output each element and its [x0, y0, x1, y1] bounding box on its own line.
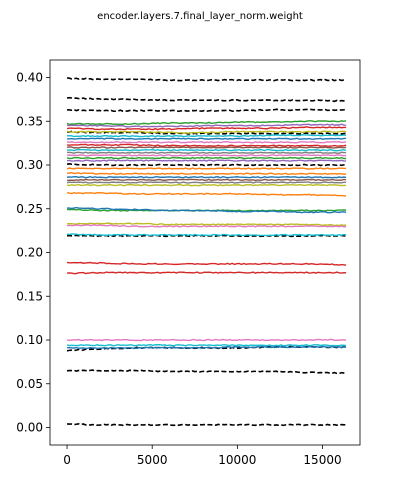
- x-tick-label: 0: [63, 453, 71, 467]
- y-tick-label: 0.25: [16, 202, 43, 216]
- series-line-param-3: [66, 126, 347, 131]
- series-line-param-27: [66, 261, 347, 266]
- series-line-param-29: [66, 338, 347, 342]
- series-line-param-10: [66, 148, 347, 152]
- series-line-param-20: [66, 183, 347, 187]
- y-tick-label: 0.20: [16, 246, 43, 260]
- series-line-envelope-8: [66, 369, 347, 375]
- series-line-param-17: [66, 175, 347, 179]
- y-tick-label: 0.35: [16, 114, 43, 128]
- y-tick-label: 0.00: [16, 421, 43, 435]
- series-line-envelope-9: [67, 422, 347, 427]
- series-line-param-15: [66, 167, 347, 170]
- series-line-param-11: [66, 151, 347, 154]
- series-line-envelope-2: [66, 96, 347, 103]
- chart-title: encoder.layers.7.final_layer_norm.weight: [97, 11, 303, 22]
- series-line-param-1: [66, 120, 347, 126]
- y-tick-label: 0.10: [16, 333, 43, 347]
- series-line-param-16: [66, 171, 347, 175]
- y-axis: 0.00 0.05 0.10 0.15 0.20 0.25 0.30 0.35 0.40: [16, 71, 50, 435]
- series-line-param-8: [66, 143, 347, 147]
- plot-frame: [49, 59, 361, 446]
- series-line-param-25: [66, 224, 347, 228]
- series-line-param-14: [66, 159, 347, 162]
- series-line-param-28: [66, 271, 347, 275]
- series-line-param-5: [67, 134, 347, 138]
- series-line-param-26: [66, 233, 347, 237]
- series-line-param-13: [66, 156, 347, 160]
- series-line-param-24: [67, 222, 347, 227]
- x-tick-label: 15000: [303, 453, 341, 467]
- x-tick-label: 10000: [218, 453, 256, 467]
- series-line-param-12: [66, 154, 347, 157]
- y-tick-label: 0.30: [16, 158, 43, 172]
- x-axis: 0 5000 10000 15000: [63, 445, 342, 467]
- x-tick-label: 5000: [137, 453, 168, 467]
- series-line-envelope-6: [66, 234, 347, 238]
- series-line-envelope-3: [66, 108, 347, 113]
- series-line-param-30: [66, 344, 347, 347]
- series-line-param-21: [66, 191, 347, 197]
- series-line-envelope-5: [66, 163, 347, 167]
- series-line-param-31: [66, 345, 347, 350]
- y-tick-label: 0.15: [16, 289, 43, 303]
- y-tick-label: 0.40: [16, 71, 43, 85]
- series-line-param-9: [66, 146, 347, 149]
- series-line-param-18: [66, 178, 347, 182]
- y-tick-label: 0.05: [16, 377, 43, 391]
- series-line-param-2: [66, 123, 347, 128]
- series-line-param-19: [66, 181, 347, 184]
- series-line-param-6: [66, 137, 347, 140]
- series-line-param-23: [67, 206, 347, 214]
- series-line-param-4: [66, 130, 347, 134]
- series-line-envelope-1: [66, 77, 347, 82]
- series-line-param-7: [66, 141, 347, 144]
